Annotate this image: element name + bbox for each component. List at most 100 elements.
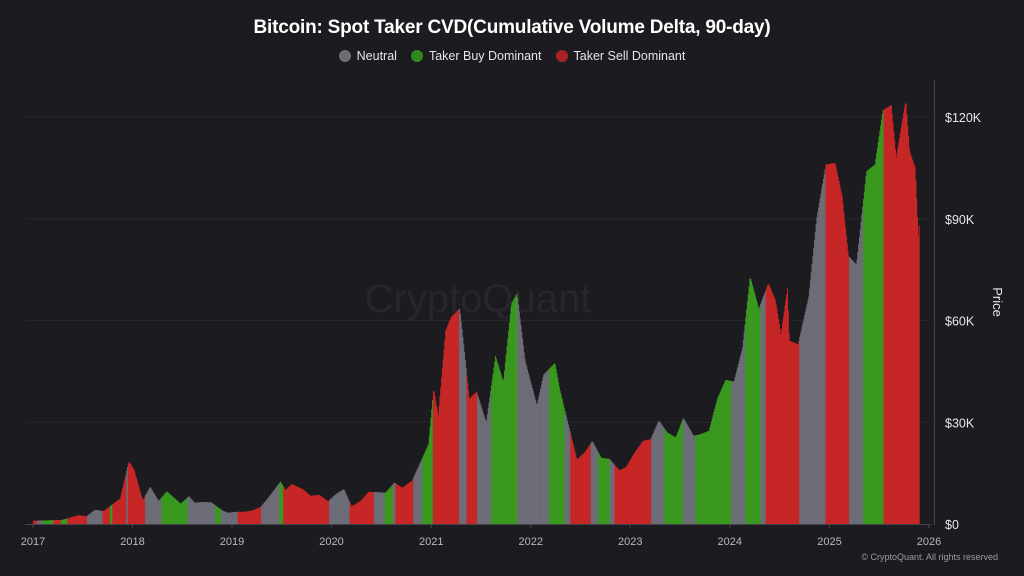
bar-sell — [841, 196, 843, 524]
legend-item-sell[interactable]: Taker Sell Dominant — [555, 49, 685, 63]
bar-neutral — [211, 502, 213, 524]
x-tick-label: 2022 — [519, 536, 543, 548]
bar-neutral — [230, 512, 232, 524]
bar-neutral — [487, 408, 489, 524]
bar-buy — [749, 278, 751, 524]
bar-sell — [466, 375, 468, 524]
bar-neutral — [663, 427, 665, 524]
bar-buy — [872, 165, 874, 525]
bar-sell — [324, 498, 326, 524]
bar-neutral — [192, 500, 194, 524]
bar-buy — [705, 432, 707, 524]
bar-sell — [767, 284, 769, 524]
bar-neutral — [374, 492, 376, 524]
bar-buy — [281, 484, 283, 524]
bar-buy — [699, 434, 701, 524]
bar-neutral — [151, 489, 153, 524]
bar-sell — [77, 515, 80, 524]
bar-neutral — [374, 492, 376, 524]
bar-neutral — [854, 262, 856, 524]
bar-neutral — [743, 332, 745, 524]
bar-sell — [621, 469, 623, 524]
bar-buy — [391, 485, 393, 524]
bar-buy — [430, 417, 432, 524]
bar-sell — [286, 488, 288, 524]
bar-neutral — [803, 318, 805, 524]
bar-neutral — [738, 360, 740, 524]
bar-neutral — [800, 329, 802, 524]
bar-sell — [445, 328, 448, 524]
bar-sell — [406, 484, 408, 524]
bar-buy — [280, 482, 282, 524]
bar-buy — [599, 455, 601, 524]
bar-neutral — [533, 394, 535, 524]
bar-buy — [389, 487, 391, 524]
legend-item-neutral[interactable]: Neutral — [338, 49, 397, 63]
bar-sell — [769, 287, 771, 524]
bar-neutral — [382, 492, 384, 524]
bar-buy — [429, 426, 431, 524]
bar-neutral — [590, 442, 592, 524]
bar-neutral — [733, 380, 735, 524]
bar-sell — [351, 506, 353, 524]
bar-sell — [360, 500, 362, 524]
bar-buy — [553, 363, 555, 524]
bar-buy — [697, 434, 699, 524]
bar-neutral — [228, 512, 230, 524]
bar-sell — [440, 387, 442, 524]
bar-sell — [629, 459, 632, 524]
bar-buy — [674, 436, 676, 524]
bar-buy — [505, 354, 507, 524]
bar-buy — [869, 168, 871, 525]
bar-sell — [840, 188, 842, 524]
bar-sell — [288, 486, 291, 524]
bar-sell — [916, 198, 918, 524]
bar-neutral — [691, 432, 693, 524]
bar-neutral — [490, 391, 492, 524]
bar-neutral — [339, 491, 341, 524]
bar-buy — [559, 390, 561, 524]
bar-neutral — [87, 514, 89, 524]
bar-sell — [638, 445, 641, 524]
bar-neutral — [196, 502, 198, 524]
bar-sell — [320, 495, 322, 524]
bar-buy — [181, 502, 183, 524]
bar-neutral — [198, 502, 200, 524]
bar-neutral — [188, 496, 190, 524]
bar-sell — [468, 390, 470, 524]
bar-sell — [845, 227, 847, 525]
bar-sell — [140, 495, 142, 524]
bar-sell — [896, 152, 898, 524]
legend-item-buy[interactable]: Taker Buy Dominant — [410, 49, 542, 63]
bar-neutral — [613, 464, 615, 524]
bar-sell — [912, 162, 914, 524]
bar-neutral — [566, 417, 568, 524]
bar-neutral — [199, 502, 201, 524]
bar-buy — [725, 379, 727, 524]
bar-neutral — [850, 258, 852, 524]
bar-neutral — [651, 436, 653, 524]
bar-buy — [598, 454, 600, 524]
bar-buy — [668, 433, 670, 524]
bar-buy — [679, 427, 681, 524]
bar-neutral — [208, 502, 210, 524]
bar-neutral — [335, 493, 337, 524]
bar-neutral — [150, 488, 152, 524]
bar-sell — [777, 313, 779, 524]
bar-sell — [454, 313, 456, 524]
bar-buy — [710, 424, 712, 524]
bar-buy — [175, 499, 177, 524]
bar-neutral — [732, 381, 734, 524]
bar-sell — [773, 297, 775, 524]
bar-neutral — [145, 495, 147, 524]
bar-neutral — [154, 495, 156, 524]
bar-buy — [871, 167, 873, 525]
bar-sell — [123, 481, 125, 524]
bar-sell — [70, 517, 72, 524]
bar-neutral — [742, 347, 744, 524]
bar-sell — [774, 299, 776, 524]
bar-sell — [623, 468, 625, 524]
bar-sell — [843, 212, 845, 524]
bar-neutral — [227, 512, 229, 524]
bar-sell — [580, 455, 582, 524]
